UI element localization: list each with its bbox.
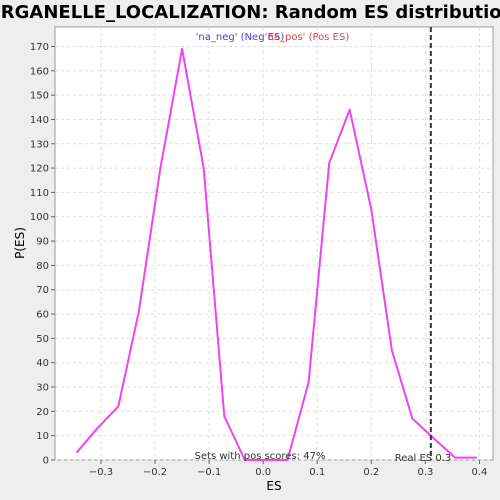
grid	[55, 27, 493, 461]
y-tick-label: 150	[30, 91, 49, 102]
legend-pos: 'na_pos' (Pos ES)	[265, 32, 350, 43]
y-tick-label: 0	[43, 456, 49, 467]
y-tick-label: 20	[36, 407, 49, 418]
x-tick-label: 0.3	[417, 467, 433, 478]
x-tick-label: −0.1	[197, 467, 221, 478]
y-tick-label: 100	[30, 212, 49, 223]
y-tick-label: 130	[30, 139, 49, 150]
y-tick-label: 160	[30, 66, 49, 77]
y-tick-label: 60	[36, 310, 49, 321]
y-tick-label: 120	[30, 164, 49, 175]
y-tick-label: 170	[30, 42, 49, 53]
y-tick-label: 80	[36, 261, 49, 272]
real-es-label: Real ES 0.3	[395, 453, 451, 464]
x-tick-label: 0.4	[472, 467, 488, 478]
series-layer	[75, 47, 477, 461]
y-tick-label: 50	[36, 334, 49, 345]
y-tick-label: 110	[30, 188, 49, 199]
legend-neg: 'na_neg' (Neg ES)	[196, 32, 285, 43]
y-axis-label: P(ES)	[13, 227, 27, 259]
y-tick-label: 30	[36, 383, 49, 394]
pos-scores-annotation: Sets with pos scores: 47%	[195, 451, 326, 462]
x-tick-label: 0.1	[309, 467, 325, 478]
plot-area	[54, 26, 494, 461]
x-tick-label: −0.3	[89, 467, 113, 478]
x-tick-label: 0.0	[255, 467, 271, 478]
x-axis-label: ES	[266, 479, 281, 493]
y-tick-label: 90	[36, 237, 49, 248]
x-tick-label: 0.2	[363, 467, 379, 478]
x-tick-label: −0.2	[143, 467, 167, 478]
y-tick-label: 140	[30, 115, 49, 126]
series-line	[75, 47, 477, 461]
axes: 0 10 20 30 40 50 60 70 80 90 100 110 120 130 140 150 160…	[30, 42, 488, 478]
y-tick-label: 40	[36, 358, 49, 369]
y-tick-label: 10	[36, 431, 49, 442]
y-tick-label: 70	[36, 285, 49, 296]
chart-title: ORGANELLE_LOCALIZATION: Random ES distri…	[0, 2, 500, 23]
